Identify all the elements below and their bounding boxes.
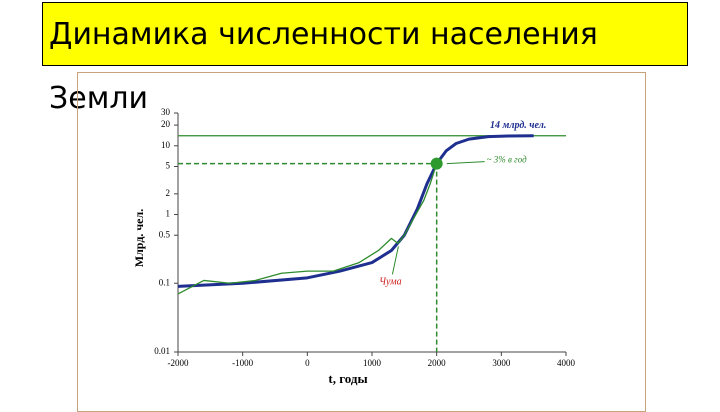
y-tick-label: 2 [166,188,171,198]
point-label: ~ 3% в год [487,155,527,165]
x-tick-label: -1000 [232,358,253,368]
annotation-label: Чума [379,277,401,288]
x-axis-label: t, годы [328,371,367,386]
series-line [177,163,438,295]
y-tick-label: 0.01 [154,346,170,356]
x-tick-label: 4000 [557,358,576,368]
x-tick-label: 3000 [492,358,511,368]
x-tick-label: 2000 [428,358,447,368]
y-tick-label: 20 [161,119,171,129]
y-tick-label: 0.5 [159,229,171,239]
x-tick-label: 0 [305,358,310,368]
reference-label: 14 млрд. чел. [490,120,546,131]
series-line [177,134,534,288]
point-marker [430,157,443,170]
slide-title: Динамика численности населения Земли [42,2,688,116]
y-tick-label: 5 [166,161,171,171]
point-arrow [446,161,485,165]
annotation-arrow [391,246,399,275]
y-axis-label: Млрд. чел. [132,209,146,267]
y-tick-label: 0.1 [159,277,170,287]
y-tick-label: 1 [166,209,171,219]
y-tick-label: 10 [161,140,171,150]
x-tick-label: 1000 [363,358,382,368]
y-tick-label: 30 [161,107,171,117]
x-tick-label: -2000 [168,358,189,368]
